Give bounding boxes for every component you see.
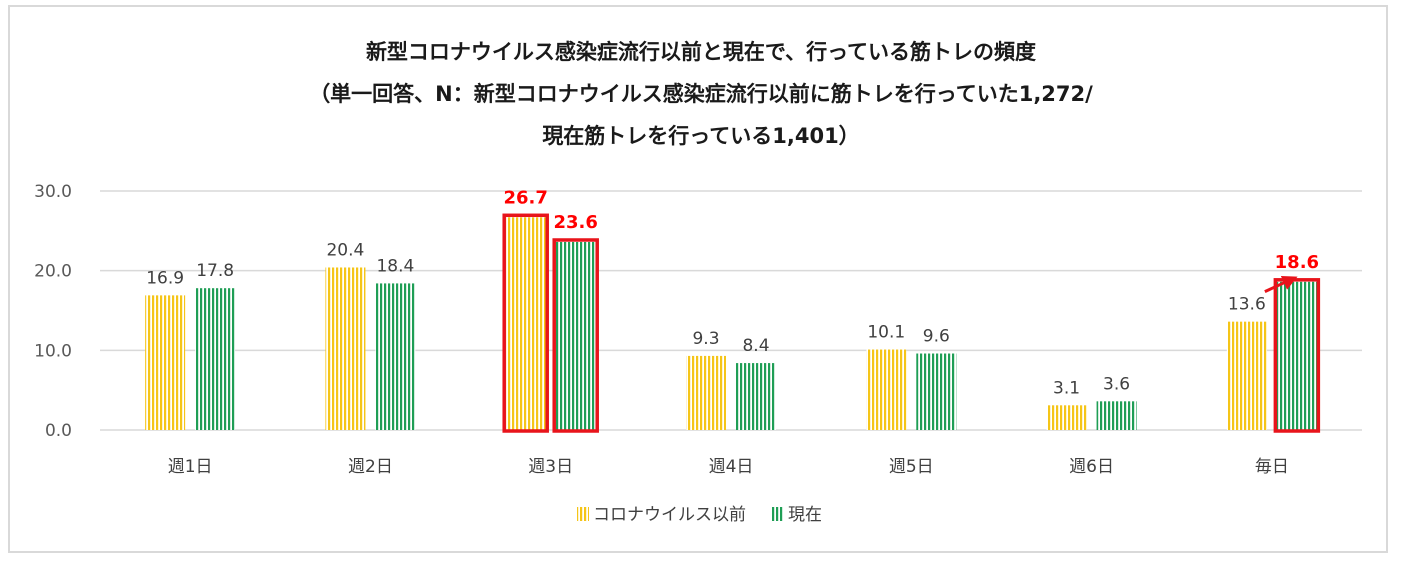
legend-swatch-now [772,507,784,521]
x-category-label: 週1日 [168,457,213,477]
bars [145,217,1317,430]
bar-before [145,295,186,430]
y-tick-label: 10.0 [34,341,72,361]
bar-before [866,349,907,430]
legend-label-now: 現在 [788,505,822,525]
data-label: 9.6 [923,327,950,347]
legend-label-before: コロナウイルス以前 [593,505,746,525]
bar-now [195,288,236,430]
bar-before [325,267,366,430]
bar-before [1046,405,1087,430]
x-category-label: 週5日 [889,457,934,477]
data-label: 3.1 [1053,378,1080,398]
bar-now [736,363,776,430]
data-label: 18.6 [1275,252,1319,273]
bar-now [916,353,957,430]
chart-title-line-2: （単一回答、N：新型コロナウイルス感染症流行以前に筋トレを行っていた1,272/ [309,82,1093,106]
bar-before [686,355,726,430]
legend: コロナウイルス以前 現在 [577,505,822,525]
bar-now [1096,401,1137,430]
annotations [1264,276,1298,294]
data-labels: 16.9 20.4 26.7 9.3 10.1 3.1 13.6 17.8 18.4 23.6 8.… [146,187,1319,398]
y-tick-label: 30.0 [34,182,72,202]
data-label: 9.3 [692,329,719,349]
data-label: 16.9 [146,268,184,288]
y-tick-label: 20.0 [34,262,72,282]
x-category-label: 週2日 [348,457,393,477]
data-label: 26.7 [504,187,548,208]
bar-before [505,217,546,430]
data-label: 8.4 [742,336,769,356]
bar-now [1276,281,1317,430]
chart-frame [8,5,1388,553]
legend-swatch-before [577,507,589,521]
chart-title-line-3: 現在筋トレを行っている1,401） [542,124,860,148]
bar-now [375,283,416,430]
x-axis-categories: 週1日 週2日 週3日 週4日 週5日 週6日 毎日 [168,457,1289,477]
highlight-boxes [502,213,1321,433]
gridlines [100,190,1362,431]
y-axis-ticks: 0.0 10.0 20.0 30.0 [34,182,72,441]
x-category-label: 毎日 [1255,457,1289,477]
data-label: 23.6 [554,212,598,233]
highlight-box [552,238,599,433]
highlight-box [502,213,549,433]
data-label: 18.4 [376,256,414,276]
x-category-label: 週4日 [709,457,754,477]
increase-arrow [1264,276,1298,294]
data-label: 20.4 [326,240,364,260]
data-label: 13.6 [1228,295,1266,315]
chart-title-line-1: 新型コロナウイルス感染症流行以前と現在で、行っている筋トレの頻度 [365,40,1037,64]
bar-now [555,241,596,430]
bar-before [1226,321,1267,430]
x-category-label: 週3日 [528,457,573,477]
data-label: 17.8 [196,261,234,281]
data-label: 10.1 [867,323,905,343]
x-category-label: 週6日 [1069,457,1114,477]
y-tick-label: 0.0 [45,421,72,441]
data-label: 3.6 [1103,374,1130,394]
